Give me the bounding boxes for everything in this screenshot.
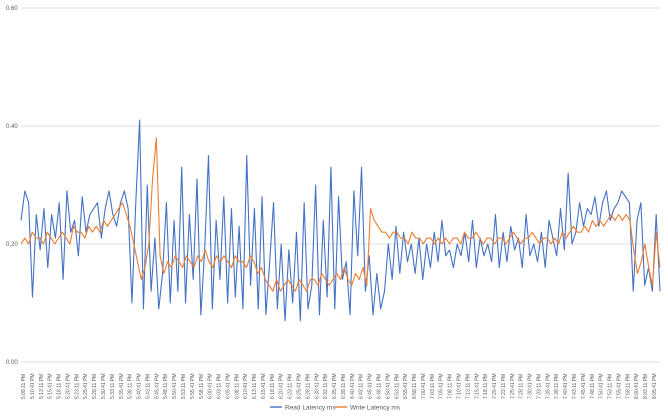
x-tick-label: 6:30:41 PM [314, 373, 320, 399]
legend: Read Latency ms Write Latency ms [270, 405, 401, 412]
x-tick-label: 5:15:41 PM [48, 373, 54, 399]
x-tick-label: 7:08:11 PM [448, 374, 454, 399]
x-tick-label: 5:18:11 PM [57, 374, 63, 399]
x-tick-label: 7:58:11 PM [625, 374, 631, 399]
legend-label-write-latency: Write Latency ms [350, 405, 401, 412]
gridlines [21, 7, 660, 363]
x-tick-label: 6:50:41 PM [385, 373, 391, 399]
x-tick-label: 7:25:41 PM [510, 373, 516, 399]
x-tick-label: 5:33:11 PM [110, 374, 116, 399]
x-tick-label: 5:48:11 PM [163, 374, 169, 399]
x-tick-label: 7:50:41 PM [599, 373, 605, 399]
x-tick-label: 7:20:41 PM [492, 373, 498, 399]
x-tick-label: 6:08:11 PM [234, 374, 240, 399]
x-tick-label: 6:00:41 PM [208, 373, 214, 399]
x-tick-label: 5:08:11 PM [21, 374, 27, 399]
x-tick-label: 7:03:11 PM [430, 374, 436, 399]
x-tick-label: 6:23:11 PM [288, 374, 294, 399]
x-tick-label: 6:53:11 PM [394, 374, 400, 399]
x-tick-label: 6:05:41 PM [225, 373, 231, 399]
x-tick-label: 7:28:11 PM [519, 374, 525, 399]
x-tick-label: 6:03:11 PM [217, 374, 223, 399]
x-tick-label: 5:13:11 PM [39, 374, 45, 399]
x-tick-label: 6:13:11 PM [252, 374, 258, 399]
x-tick-label: 7:15:41 PM [474, 373, 480, 399]
x-tick-label: 7:40:41 PM [563, 373, 569, 399]
x-tick-label: 6:38:11 PM [341, 374, 347, 399]
x-tick-label: 6:40:41 PM [350, 373, 356, 399]
x-tick-label: 7:05:41 PM [439, 373, 445, 399]
x-tick-label: 5:38:11 PM [128, 374, 134, 399]
x-tick-label: 5:50:41 PM [172, 373, 178, 399]
x-tick-label: 6:25:41 PM [297, 373, 303, 399]
x-tick-label: 6:15:41 PM [261, 373, 267, 399]
series-line-write-latency [20, 137, 661, 292]
x-tick-label: 6:33:11 PM [323, 374, 329, 399]
x-tick-label: 8:05:41 PM [652, 373, 658, 399]
x-tick-label: 5:53:11 PM [181, 374, 187, 399]
x-tick-label: 7:23:11 PM [501, 374, 507, 399]
legend-label-read-latency: Read Latency ms [285, 405, 336, 412]
x-axis-ticks: 5:08:11 PM 5:10:41 PM 5:13:11 PM 5:15:41 PM… [21, 373, 658, 399]
y-tick-label: 0.40 [6, 124, 18, 130]
x-tick-label: 5:43:11 PM [145, 374, 151, 399]
x-tick-label: 5:40:41 PM [137, 373, 143, 399]
x-tick-label: 6:35:41 PM [332, 373, 338, 399]
x-tick-label: 7:00:41 PM [421, 373, 427, 399]
x-tick-label: 5:10:41 PM [30, 373, 36, 399]
x-tick-label: 6:28:11 PM [305, 374, 311, 399]
y-tick-label: 0.00 [6, 360, 18, 366]
x-tick-label: 7:10:41 PM [456, 373, 462, 399]
x-tick-label: 6:18:11 PM [270, 374, 276, 399]
x-tick-label: 6:43:11 PM [359, 374, 365, 399]
x-tick-label: 5:28:11 PM [92, 374, 98, 399]
x-tick-label: 5:20:41 PM [65, 373, 71, 399]
x-tick-label: 8:00:41 PM [634, 373, 640, 399]
y-axis-ticks: 0.00 0.20 0.40 0.60 [6, 6, 18, 366]
x-tick-label: 5:58:11 PM [199, 374, 205, 399]
x-tick-label: 5:55:41 PM [190, 373, 196, 399]
series-lines [20, 119, 661, 322]
x-tick-label: 5:23:11 PM [74, 374, 80, 399]
x-tick-label: 6:45:41 PM [368, 373, 374, 399]
x-tick-label: 7:48:11 PM [590, 374, 596, 399]
x-tick-label: 6:55:41 PM [403, 373, 409, 399]
x-tick-label: 6:10:41 PM [243, 373, 249, 399]
x-tick-label: 5:45:41 PM [154, 373, 160, 399]
x-tick-label: 7:35:41 PM [545, 373, 551, 399]
x-tick-label: 5:25:41 PM [83, 373, 89, 399]
x-tick-label: 7:43:11 PM [572, 374, 578, 399]
y-tick-label: 0.60 [6, 6, 18, 12]
x-tick-label: 7:53:11 PM [608, 374, 614, 399]
x-tick-label: 6:48:11 PM [376, 374, 382, 399]
x-tick-label: 7:13:11 PM [465, 374, 471, 399]
x-tick-label: 7:30:41 PM [528, 373, 534, 399]
x-tick-label: 7:38:11 PM [554, 374, 560, 399]
x-tick-label: 6:58:11 PM [412, 374, 418, 399]
x-tick-label: 7:18:11 PM [483, 374, 489, 399]
series-line-read-latency [20, 119, 661, 322]
x-tick-label: 7:45:41 PM [581, 373, 587, 399]
x-tick-label: 5:35:41 PM [119, 373, 125, 399]
x-tick-label: 6:20:41 PM [279, 373, 285, 399]
x-tick-label: 5:30:41 PM [101, 373, 107, 399]
y-tick-label: 0.20 [6, 242, 18, 248]
x-tick-label: 8:03:11 PM [643, 374, 649, 399]
x-tick-label: 7:55:41 PM [616, 373, 622, 399]
x-tick-label: 7:33:11 PM [536, 374, 542, 399]
